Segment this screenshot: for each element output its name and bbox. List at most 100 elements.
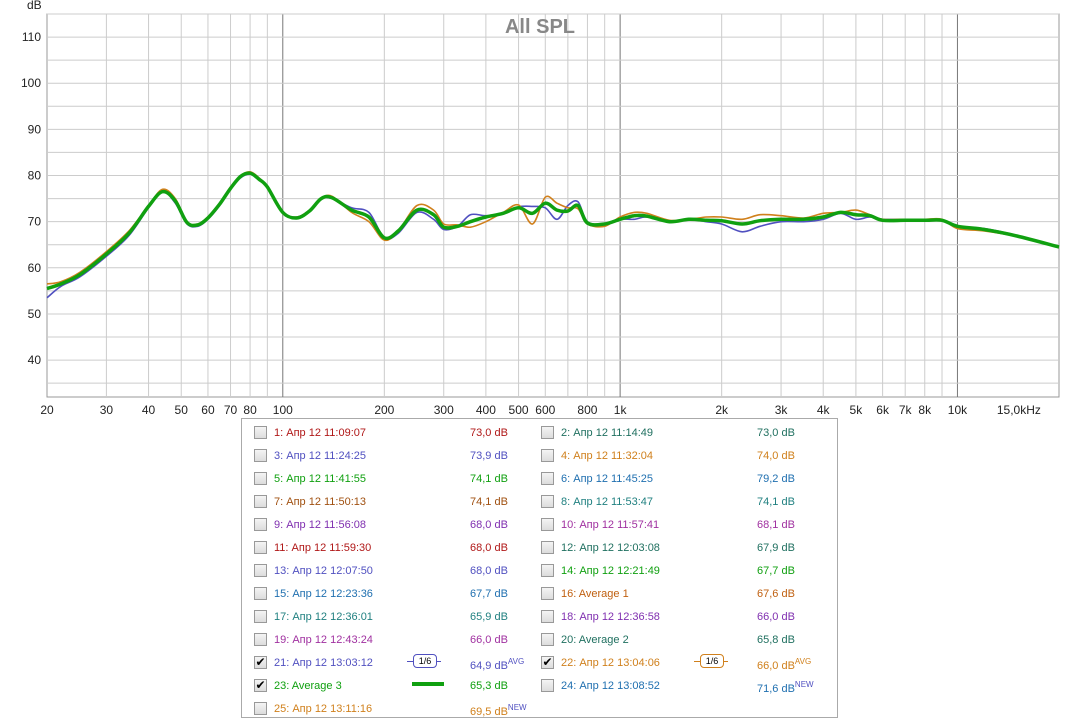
x-tick-label: 600 xyxy=(535,403,555,417)
legend-checkbox[interactable] xyxy=(541,587,554,600)
legend-item-name: 6: Апр 12 11:45:25 xyxy=(561,473,653,485)
legend-item: 14: Апр 12 12:21:49 67,7 dB xyxy=(534,561,824,581)
legend-item-level: 73,0 dB xyxy=(757,427,795,439)
legend-item: 10: Апр 12 11:57:41 68,1 dB xyxy=(534,515,824,535)
level-value: 65,9 dB xyxy=(470,611,508,623)
legend-checkbox[interactable] xyxy=(254,587,267,600)
legend-item: 1: Апр 12 11:09:07 73,0 dB xyxy=(247,423,537,443)
y-tick-label: 60 xyxy=(28,261,42,275)
legend-item-name: 24: Апр 12 13:08:52 xyxy=(561,680,660,692)
legend-item: 4: Апр 12 11:32:04 74,0 dB xyxy=(534,446,824,466)
legend-item: ✔ 23: Average 3 65,3 dB xyxy=(247,676,537,696)
legend-item-name: 2: Апр 12 11:14:49 xyxy=(561,427,653,439)
legend-checkbox[interactable] xyxy=(254,610,267,623)
chart-title: All SPL xyxy=(505,16,575,38)
line-style-symbol xyxy=(412,682,444,686)
legend-item: 2: Апр 12 11:14:49 73,0 dB xyxy=(534,423,824,443)
x-tick-label: 3k xyxy=(775,403,789,417)
legend-checkbox[interactable] xyxy=(541,495,554,508)
legend-item: 8: Апр 12 11:53:47 74,1 dB xyxy=(534,492,824,512)
x-tick-label: 60 xyxy=(201,403,215,417)
x-tick-label: 8k xyxy=(918,403,932,417)
x-tick-label: 7k xyxy=(899,403,913,417)
level-value: 67,7 dB xyxy=(757,565,795,577)
legend-checkbox[interactable] xyxy=(541,564,554,577)
level-value: 79,2 dB xyxy=(757,473,795,485)
y-tick-label: 50 xyxy=(28,307,42,321)
legend-item-name: 17: Апр 12 12:36:01 xyxy=(274,611,373,623)
legend-checkbox[interactable] xyxy=(254,518,267,531)
legend-checkbox[interactable] xyxy=(254,495,267,508)
y-tick-label: 70 xyxy=(28,215,42,229)
level-value: 74,0 dB xyxy=(757,450,795,462)
measurement-legend: 1: Апр 12 11:09:07 73,0 dB 2: Апр 12 11:14… xyxy=(241,418,838,718)
legend-checkbox[interactable] xyxy=(254,472,267,485)
x-tick-label: 80 xyxy=(243,403,257,417)
x-tick-label: 800 xyxy=(577,403,597,417)
legend-item: 7: Апр 12 11:50:13 74,1 dB xyxy=(247,492,537,512)
legend-checkbox[interactable] xyxy=(254,449,267,462)
legend-item-level: 67,6 dB xyxy=(757,588,795,600)
legend-item-name: 15: Апр 12 12:23:36 xyxy=(274,588,373,600)
legend-item-level: 73,9 dB xyxy=(470,450,508,462)
legend-checkbox[interactable] xyxy=(541,518,554,531)
legend-checkbox[interactable] xyxy=(541,449,554,462)
legend-item-name: 18: Апр 12 12:36:58 xyxy=(561,611,660,623)
legend-item: 19: Апр 12 12:43:24 66,0 dB xyxy=(247,630,537,650)
y-axis-label: dB xyxy=(27,0,42,12)
legend-item: 15: Апр 12 12:23:36 67,7 dB xyxy=(247,584,537,604)
legend-checkbox[interactable] xyxy=(541,679,554,692)
legend-checkbox[interactable] xyxy=(541,426,554,439)
level-value: 73,0 dB xyxy=(470,427,508,439)
legend-checkbox[interactable] xyxy=(254,564,267,577)
legend-checkbox[interactable] xyxy=(254,633,267,646)
level-value: 71,6 dB xyxy=(757,683,795,695)
legend-checkbox[interactable]: ✔ xyxy=(541,655,554,669)
legend-item: 16: Average 1 67,6 dB xyxy=(534,584,824,604)
y-axis-ticks: 40 50 60 70 80 90 100 110 xyxy=(21,30,41,367)
legend-item: 6: Апр 12 11:45:25 79,2 dB xyxy=(534,469,824,489)
level-value: 67,6 dB xyxy=(757,588,795,600)
legend-item: 17: Апр 12 12:36:01 65,9 dB xyxy=(247,607,537,627)
x-axis-ticks: 20 30 40 50 60 70 80 100 200 300 400 500 600 800 1k 2k 3… xyxy=(40,403,1041,417)
legend-item-name: 25: Апр 12 13:11:16 xyxy=(274,703,373,715)
x-tick-label: 2k xyxy=(715,403,729,417)
legend-checkbox[interactable]: ✔ xyxy=(254,678,267,692)
legend-item: ✔ 21: Апр 12 13:03:12 1/6 64,9 dBAVG xyxy=(247,653,537,673)
curves xyxy=(46,170,1060,299)
level-value: 73,9 dB xyxy=(470,450,508,462)
legend-item-name: 16: Average 1 xyxy=(561,588,629,600)
legend-item-name: 5: Апр 12 11:41:55 xyxy=(274,473,366,485)
legend-item: ✔ 22: Апр 12 13:04:06 1/6 66,0 dBAVG xyxy=(534,653,824,673)
level-value: 64,9 dB xyxy=(470,660,508,672)
x-tick-label: 10k xyxy=(948,403,968,417)
legend-item-name: 7: Апр 12 11:50:13 xyxy=(274,496,366,508)
legend-checkbox[interactable] xyxy=(541,633,554,646)
x-tick-label: 400 xyxy=(476,403,496,417)
legend-checkbox[interactable]: ✔ xyxy=(254,655,267,669)
legend-item: 12: Апр 12 12:03:08 67,9 dB xyxy=(534,538,824,558)
level-value: 68,1 dB xyxy=(757,519,795,531)
level-value: 67,7 dB xyxy=(470,588,508,600)
x-tick-label: 15,0kHz xyxy=(997,403,1041,417)
legend-item-level: 68,0 dB xyxy=(470,519,508,531)
level-value: 65,3 dB xyxy=(470,680,508,692)
level-value: 68,0 dB xyxy=(470,519,508,531)
smoothing-symbol: 1/6 xyxy=(694,654,728,668)
legend-checkbox[interactable] xyxy=(541,541,554,554)
legend-checkbox[interactable] xyxy=(254,426,267,439)
smoothing-label: 1/6 xyxy=(700,654,724,668)
legend-checkbox[interactable] xyxy=(254,702,267,715)
x-tick-label: 500 xyxy=(509,403,529,417)
x-tick-label: 200 xyxy=(374,403,394,417)
legend-checkbox[interactable] xyxy=(254,541,267,554)
legend-checkbox[interactable] xyxy=(541,472,554,485)
legend-item-name: 1: Апр 12 11:09:07 xyxy=(274,427,366,439)
legend-checkbox[interactable] xyxy=(541,610,554,623)
legend-item: 13: Апр 12 12:07:50 68,0 dB xyxy=(247,561,537,581)
level-value: 74,1 dB xyxy=(470,496,508,508)
y-tick-label: 80 xyxy=(28,169,42,183)
legend-item-name: 4: Апр 12 11:32:04 xyxy=(561,450,653,462)
legend-item-name: 11: Апр 12 11:59:30 xyxy=(274,542,372,554)
x-tick-label: 4k xyxy=(817,403,831,417)
